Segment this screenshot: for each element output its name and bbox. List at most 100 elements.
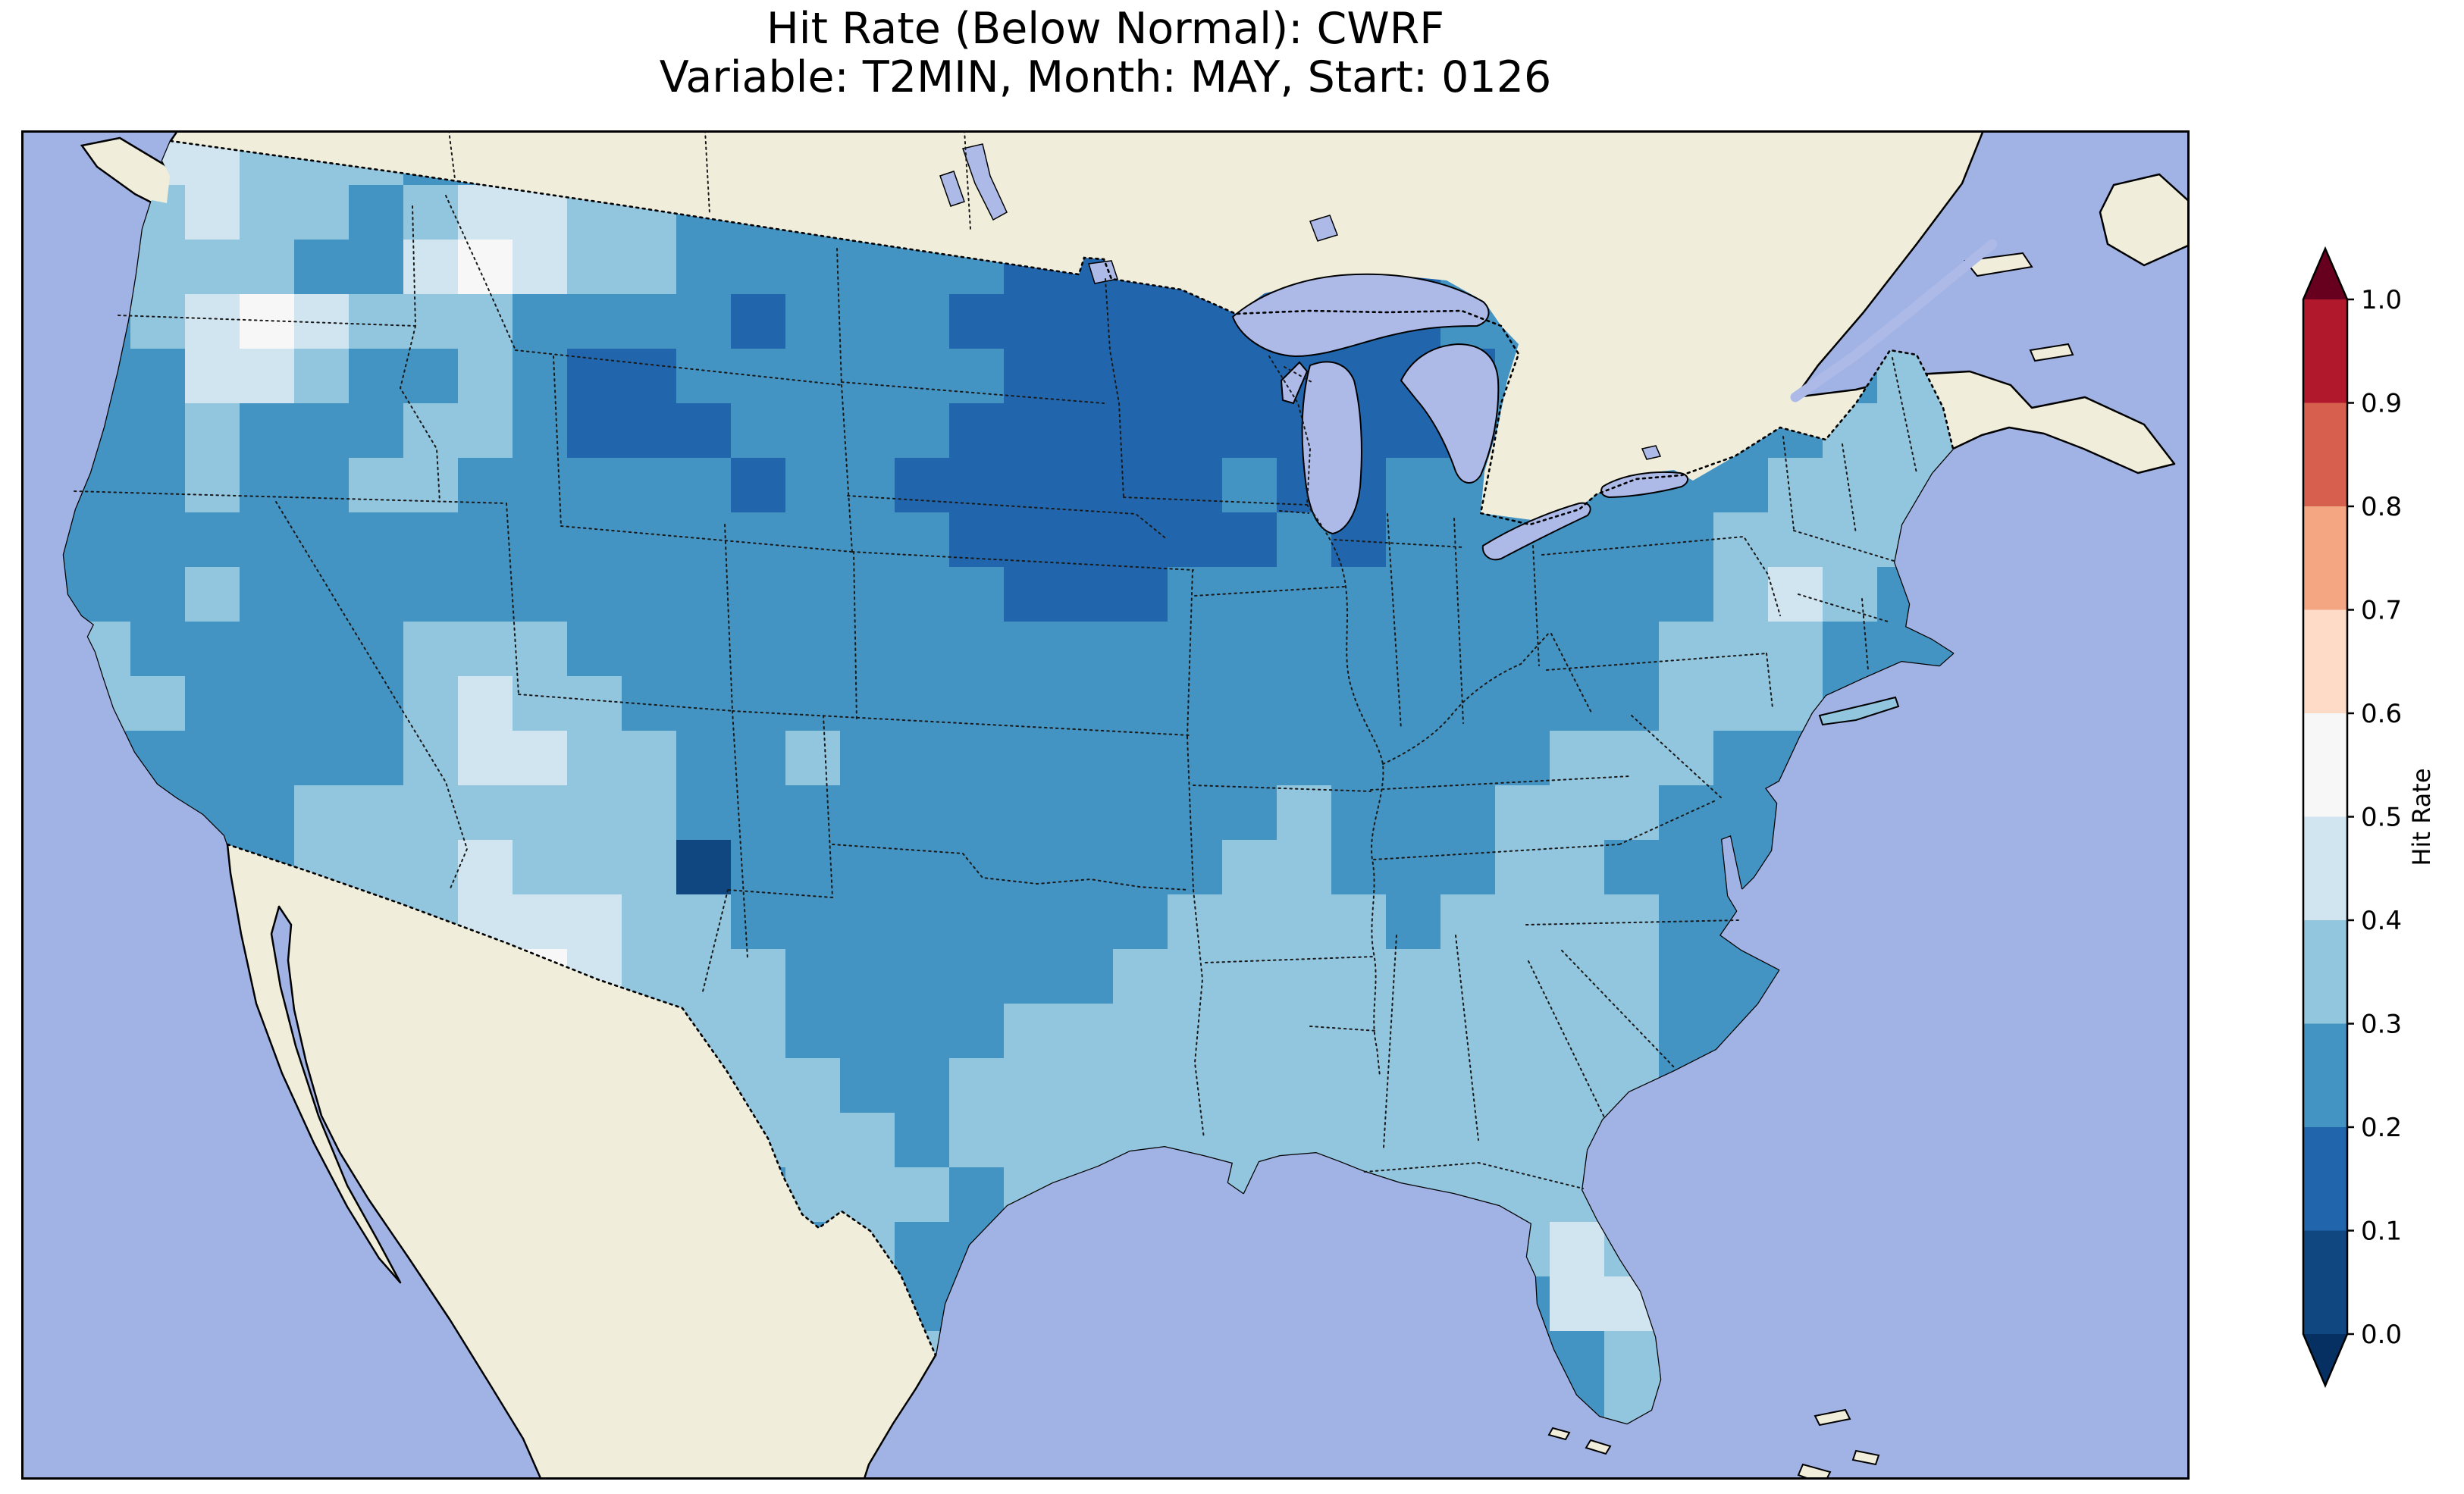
grid-cell bbox=[840, 894, 895, 950]
grid-cell bbox=[76, 512, 131, 568]
grid-cell bbox=[513, 622, 568, 677]
grid-cell bbox=[567, 349, 622, 404]
grid-cell bbox=[949, 403, 1005, 459]
grid-cell bbox=[1495, 949, 1550, 1004]
grid-cell bbox=[1386, 676, 1441, 731]
grid-cell bbox=[1550, 1058, 1605, 1113]
grid-cell bbox=[731, 512, 786, 568]
grid-cell bbox=[130, 676, 186, 731]
grid-cell bbox=[949, 622, 1005, 677]
grid-cell bbox=[567, 403, 622, 459]
grid-cell bbox=[458, 785, 513, 841]
grid-cell bbox=[840, 294, 895, 349]
grid-cell bbox=[513, 785, 568, 841]
grid-cell bbox=[1277, 840, 1332, 895]
grid-cell bbox=[1113, 567, 1168, 622]
grid-cell bbox=[130, 349, 186, 404]
grid-cell bbox=[1386, 840, 1441, 895]
grid-cell bbox=[1113, 676, 1168, 731]
grid-cell bbox=[949, 949, 1005, 1004]
grid-cell bbox=[294, 349, 350, 404]
grid-cell bbox=[240, 240, 295, 295]
grid-cell bbox=[1495, 567, 1550, 622]
grid-cell bbox=[240, 785, 295, 841]
grid-cell bbox=[1113, 949, 1168, 1004]
grid-cell bbox=[1713, 512, 1769, 568]
grid-cell bbox=[1331, 731, 1387, 786]
grid-cell bbox=[1222, 785, 1277, 841]
grid-cell bbox=[785, 676, 841, 731]
grid-cell bbox=[458, 731, 513, 786]
grid-cell bbox=[1604, 1004, 1660, 1059]
grid-cell bbox=[1331, 676, 1387, 731]
grid-cell bbox=[567, 512, 622, 568]
grid-cell bbox=[840, 1004, 895, 1059]
grid-cell bbox=[1823, 567, 1878, 622]
us-map bbox=[21, 130, 2190, 1480]
grid-cell bbox=[1823, 512, 1878, 568]
grid-cell bbox=[1550, 949, 1605, 1004]
grid-cell bbox=[349, 512, 404, 568]
grid-cell bbox=[1386, 1113, 1441, 1168]
grid-cell bbox=[1495, 731, 1550, 786]
grid-cell bbox=[567, 240, 622, 295]
grid-cell bbox=[240, 731, 295, 786]
grid-cell bbox=[622, 894, 677, 950]
grid-cell bbox=[1713, 731, 1769, 786]
grid-cell bbox=[294, 676, 350, 731]
grid-cell bbox=[622, 403, 677, 459]
grid-cell bbox=[1004, 567, 1059, 622]
grid-cell bbox=[1004, 785, 1059, 841]
grid-cell bbox=[1386, 1004, 1441, 1059]
grid-cell bbox=[840, 567, 895, 622]
grid-cell bbox=[349, 294, 404, 349]
grid-cell bbox=[1604, 785, 1660, 841]
grid-cell bbox=[349, 840, 404, 895]
grid-cell bbox=[785, 894, 841, 950]
grid-cell bbox=[294, 785, 350, 841]
grid-cell bbox=[1659, 1004, 1714, 1059]
grid-cell bbox=[1277, 622, 1332, 677]
grid-cell bbox=[622, 731, 677, 786]
grid-cell bbox=[1604, 731, 1660, 786]
grid-cell bbox=[1058, 294, 1114, 349]
colorbar-tick-label: 0.6 bbox=[2361, 699, 2402, 729]
grid-cell bbox=[731, 567, 786, 622]
grid-cell bbox=[294, 567, 350, 622]
grid-cell bbox=[949, 894, 1005, 950]
grid-cell bbox=[1495, 1004, 1550, 1059]
grid-cell bbox=[1113, 840, 1168, 895]
grid-cell bbox=[1058, 949, 1114, 1004]
colorbar-tick-label: 0.8 bbox=[2361, 492, 2402, 522]
grid-cell bbox=[1004, 731, 1059, 786]
grid-cell bbox=[676, 676, 732, 731]
grid-cell bbox=[1659, 894, 1714, 950]
colorbar-label: Hit Rate bbox=[2407, 768, 2436, 866]
grid-cell bbox=[622, 567, 677, 622]
grid-cell bbox=[622, 785, 677, 841]
grid-cell bbox=[1058, 458, 1114, 513]
grid-cell bbox=[1659, 949, 1714, 1004]
grid-cell bbox=[785, 349, 841, 404]
grid-cell bbox=[676, 567, 732, 622]
grid-cell bbox=[1168, 676, 1223, 731]
grid-cell bbox=[895, 676, 950, 731]
grid-cell bbox=[1495, 840, 1550, 895]
grid-cell bbox=[1168, 731, 1223, 786]
grid-cell bbox=[403, 240, 459, 295]
colorbar-tick-label: 0.4 bbox=[2361, 906, 2402, 936]
grid-cell bbox=[840, 840, 895, 895]
grid-cell bbox=[1058, 349, 1114, 404]
grid-cell bbox=[1659, 840, 1714, 895]
grid-cell bbox=[731, 622, 786, 677]
grid-cell bbox=[1386, 567, 1441, 622]
grid-cell bbox=[349, 731, 404, 786]
grid-cell bbox=[1550, 1276, 1605, 1332]
grid-cell bbox=[731, 240, 786, 295]
grid-cell bbox=[567, 731, 622, 786]
grid-cell bbox=[1604, 840, 1660, 895]
grid-cell bbox=[240, 676, 295, 731]
grid-cell bbox=[731, 731, 786, 786]
grid-cell bbox=[130, 294, 186, 349]
grid-cell bbox=[895, 458, 950, 513]
